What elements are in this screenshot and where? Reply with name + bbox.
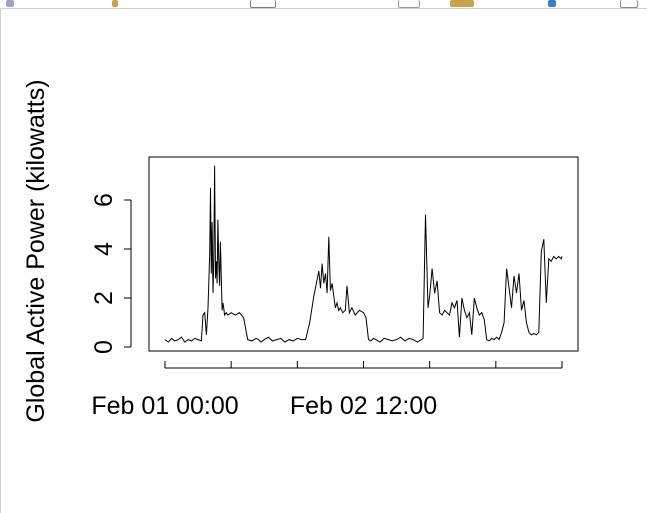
y-tick-label: 0	[90, 340, 118, 354]
back-arrow-icon[interactable]	[6, 0, 14, 7]
x-tick-label: Feb 01 00:00	[91, 392, 238, 420]
plot-frame	[148, 156, 579, 352]
y-tick-label: 6	[90, 193, 118, 207]
y-tick-label: 4	[90, 242, 118, 256]
image-icon[interactable]	[450, 0, 474, 7]
refresh-icon[interactable]	[112, 0, 118, 7]
window-left-edge	[0, 8, 1, 513]
account-icon[interactable]	[620, 0, 638, 8]
info-icon[interactable]	[548, 0, 556, 7]
y-tick-label: 2	[90, 291, 118, 305]
y-axis-title: Global Active Power (kilowatts)	[22, 79, 50, 422]
browser-toolbar-strip	[0, 0, 647, 9]
series-line-0	[164, 165, 563, 343]
x-tick-label: Feb 02 12:00	[290, 392, 437, 420]
document-icon[interactable]	[398, 0, 420, 8]
page-icon[interactable]	[250, 0, 276, 8]
